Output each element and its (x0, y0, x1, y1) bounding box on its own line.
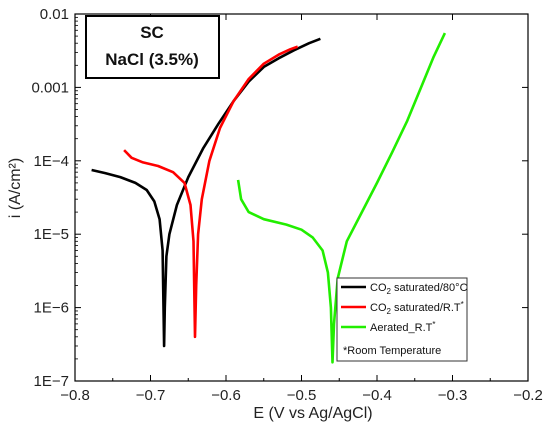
series-line-1 (91, 37, 321, 348)
legend-label-3: Aerated_R.T* (370, 320, 436, 334)
y-axis-title: i (A/cm²) (7, 158, 24, 218)
legend-note: *Room Temperature (343, 345, 441, 357)
legend-label-2: CO2 saturated/R.T* (370, 300, 464, 316)
legend: CO2 saturated/80°C CO2 saturated/R.T* Aera… (336, 277, 468, 362)
y-tick-label: 1E−4 (34, 153, 69, 170)
x-tick-label: −0.7 (136, 387, 166, 404)
series-layer (91, 32, 447, 364)
y-tick-label: 0.01 (40, 6, 69, 23)
annotation-title: SC (140, 23, 164, 42)
legend-label-1: CO2 saturated/80°C (370, 282, 468, 296)
y-tick-label: 0.001 (31, 79, 69, 96)
legend-frame (336, 277, 468, 362)
x-axis-title: E (V vs Ag/AgCl) (253, 405, 372, 422)
annotation-box: SC NaCl (3.5%) (85, 15, 220, 79)
ticks-layer: −0.8 −0.7 −0.6 −0.5 −0.4 −0.3 −0.2 1E−7 1E−6 1E−5… (31, 6, 542, 404)
annotation-frame (85, 15, 220, 79)
y-tick-label: 1E−5 (34, 226, 69, 243)
series-line-3 (236, 32, 447, 364)
x-tick-label: −0.2 (513, 387, 543, 404)
x-tick-label: −0.8 (60, 387, 90, 404)
x-tick-label: −0.6 (211, 387, 241, 404)
x-tick-label: −0.5 (287, 387, 317, 404)
x-tick-label: −0.4 (362, 387, 392, 404)
y-tick-label: 1E−7 (34, 373, 69, 390)
annotation-subtitle: NaCl (3.5%) (105, 50, 199, 69)
y-tick-label: 1E−6 (34, 300, 69, 317)
x-tick-label: −0.3 (438, 387, 468, 404)
series-line-2 (123, 45, 299, 339)
